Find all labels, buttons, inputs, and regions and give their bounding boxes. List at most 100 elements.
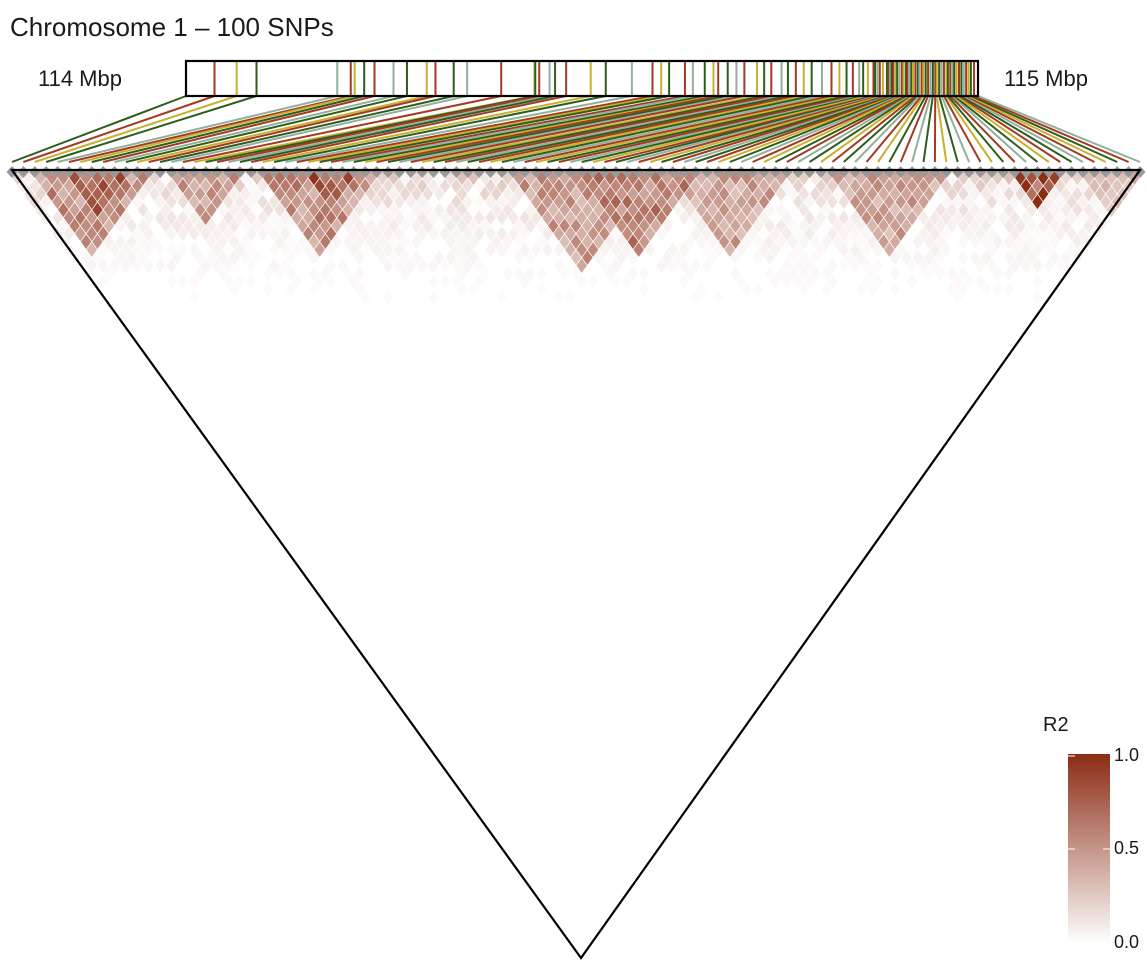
ld-cell [103, 202, 115, 218]
ld-cell [627, 218, 639, 234]
ld-cell [246, 178, 257, 194]
ld-cell [998, 194, 1009, 210]
ld-cell [228, 282, 240, 297]
ld-cell [753, 234, 764, 249]
snp-connector [683, 95, 891, 163]
ld-cell [912, 234, 924, 249]
ld-cell [622, 210, 633, 226]
ld-cell [177, 194, 189, 210]
ld-cell [285, 202, 297, 218]
ld-cell [576, 210, 587, 226]
ld-cell [622, 194, 633, 210]
ld-cell [246, 242, 257, 257]
ld-cell [661, 186, 673, 202]
ld-cell [1003, 186, 1015, 202]
ld-cell [496, 194, 508, 210]
ld-cell [468, 234, 479, 249]
ld-cell [998, 178, 1009, 194]
ld-cell [1094, 202, 1106, 218]
ld-cell [342, 218, 354, 234]
ld-cell [650, 218, 661, 234]
ld-cell [1020, 178, 1032, 194]
ld-cell [969, 218, 981, 234]
ld-cell [701, 210, 713, 226]
ld-cell [354, 234, 365, 249]
ld-cell [348, 242, 360, 257]
ld-cell [166, 210, 177, 226]
ld-cell [394, 226, 405, 241]
ld-cell [325, 178, 337, 194]
ld-cell [337, 178, 348, 194]
ld-cell [838, 226, 849, 241]
ld-cell [718, 218, 730, 234]
ld-cell [217, 250, 229, 265]
ld-cell [234, 274, 246, 289]
snp-connector [865, 95, 923, 163]
ld-cell [781, 258, 793, 273]
ld-cell [593, 218, 605, 234]
ld-cell [599, 242, 610, 257]
ld-cell [473, 226, 485, 241]
ld-cell [872, 210, 884, 226]
ld-cell [1083, 202, 1094, 218]
ld-cell [923, 186, 935, 202]
ld-cell [980, 202, 992, 218]
ld-cell [906, 178, 918, 194]
ld-cell [1032, 226, 1043, 241]
ld-cell [223, 258, 234, 273]
ld-cell [735, 194, 747, 210]
ld-cell [587, 242, 599, 257]
ld-cell [536, 282, 548, 297]
ld-cell [582, 202, 593, 218]
ld-cell [986, 194, 998, 210]
ld-cell [570, 186, 582, 202]
ld-cell [1003, 282, 1015, 297]
ld-cell [593, 250, 605, 265]
ld-triangle-outline [9, 168, 1143, 960]
ld-cell [576, 242, 587, 257]
ld-cell [189, 210, 200, 226]
ld-cell [701, 226, 713, 241]
ld-cell [570, 234, 582, 249]
ld-cell [861, 242, 872, 257]
snp-connector [285, 95, 633, 163]
ld-cell [69, 218, 80, 234]
ld-cell [849, 178, 861, 194]
ld-cell [468, 282, 479, 297]
ld-cell [1020, 258, 1032, 273]
ld-cell [542, 178, 553, 194]
ld-cell [513, 250, 525, 265]
ld-cell [519, 178, 530, 194]
ld-cell [559, 234, 570, 249]
ld-cell [348, 194, 360, 210]
ld-cell [616, 234, 627, 249]
ld-cell [126, 234, 137, 249]
ld-cell [308, 282, 320, 297]
ld-cell [314, 210, 325, 226]
ld-cell [394, 258, 405, 273]
ld-cell [348, 274, 360, 289]
ld-cell [462, 178, 473, 194]
ld-cell [377, 202, 388, 218]
ld-cell [154, 178, 166, 194]
ld-cell [35, 186, 46, 202]
ld-cell [359, 290, 371, 305]
ld-cell [365, 202, 377, 218]
ld-cell [29, 178, 41, 194]
ld-cell [770, 242, 781, 257]
ld-cell [274, 186, 285, 202]
ld-cell [884, 210, 895, 226]
ld-cell [644, 242, 656, 257]
snp-connector [570, 95, 860, 163]
ld-cell [479, 218, 491, 234]
ld-cell [536, 234, 548, 249]
ld-cell [274, 234, 285, 249]
ld-cell [371, 226, 382, 241]
ld-cell [120, 242, 132, 257]
ld-cell [547, 186, 559, 202]
ld-cell [473, 194, 485, 210]
snp-connector [740, 95, 900, 163]
ld-cell [416, 210, 428, 226]
ld-cell [1072, 186, 1083, 202]
